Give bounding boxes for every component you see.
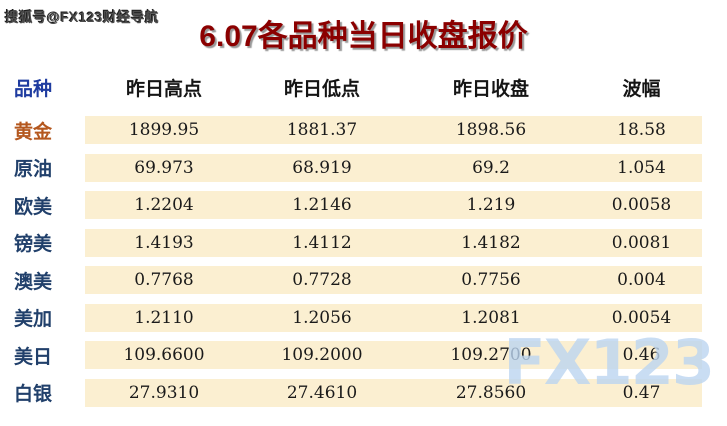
row-band: 1.4193 1.4112 1.4182 0.0081	[85, 228, 702, 257]
price-table: 品种 昨日高点 昨日低点 昨日收盘 波幅 黄金 1899.95 1881.37 …	[0, 72, 727, 416]
cell-prev-close: 109.2700	[450, 345, 532, 365]
cell-prev-high: 109.6600	[123, 345, 205, 365]
cell-prev-low: 109.2000	[281, 345, 363, 365]
cell-range: 0.46	[622, 345, 661, 365]
table-row: 澳美 0.7768 0.7728 0.7756 0.004	[0, 266, 727, 294]
header-prev-low: 昨日低点	[283, 78, 360, 100]
cell-prev-close: 0.7756	[461, 270, 521, 290]
cell-prev-low: 1881.37	[286, 120, 358, 140]
row-band: 27.9310 27.4610 27.8560 0.47	[85, 378, 702, 407]
table-row: 美日 109.6600 109.2000 109.2700 0.46	[0, 341, 727, 369]
cell-prev-close: 27.8560	[455, 382, 527, 403]
cell-prev-low: 1.2146	[292, 195, 352, 215]
cell-prev-low: 0.7728	[292, 270, 352, 290]
top-left-watermark: 搜狐号@FX123财经导航	[5, 10, 159, 25]
row-label: 原油	[14, 159, 53, 180]
table-row: 镑美 1.4193 1.4112 1.4182 0.0081	[0, 228, 727, 257]
cell-range: 0.0081	[611, 232, 672, 253]
cell-prev-high: 1.4193	[134, 232, 194, 253]
cell-prev-low: 1.2056	[292, 307, 352, 328]
row-band: 1.2204 1.2146 1.219 0.0058	[85, 191, 702, 219]
page-title: 6.07各品种当日收盘报价	[199, 20, 528, 53]
row-band: 109.6600 109.2000 109.2700 0.46	[85, 341, 702, 369]
table-header-row: 品种 昨日高点 昨日低点 昨日收盘 波幅	[0, 72, 727, 102]
cell-prev-high: 0.7768	[134, 270, 194, 290]
row-band: 1.2110 1.2056 1.2081 0.0054	[85, 303, 702, 332]
cell-prev-high: 69.973	[134, 157, 194, 178]
cell-prev-low: 27.4610	[286, 382, 358, 403]
row-band: 0.7768 0.7728 0.7756 0.004	[85, 266, 702, 294]
row-label: 白银	[14, 384, 53, 405]
cell-prev-close: 69.2	[472, 157, 510, 178]
cell-range: 18.58	[617, 120, 666, 140]
table-row: 原油 69.973 68.919 69.2 1.054	[0, 153, 727, 182]
row-label: 欧美	[14, 196, 53, 218]
cell-range: 0.47	[622, 382, 661, 403]
row-label: 黄金	[14, 121, 53, 143]
row-label: 美加	[14, 309, 53, 330]
cell-range: 0.0054	[611, 307, 672, 328]
row-band: 69.973 68.919 69.2 1.054	[85, 153, 702, 182]
cell-prev-high: 1.2110	[134, 307, 194, 328]
header-prev-close: 昨日收盘	[452, 78, 529, 100]
table-row: 白银 27.9310 27.4610 27.8560 0.47	[0, 378, 727, 407]
cell-prev-high: 1.2204	[134, 195, 194, 215]
cell-prev-high: 27.9310	[128, 382, 200, 403]
cell-prev-close: 1.219	[466, 195, 516, 215]
cell-prev-low: 1.4112	[292, 232, 352, 253]
header-prev-high: 昨日高点	[125, 78, 202, 100]
table-row: 欧美 1.2204 1.2146 1.219 0.0058	[0, 191, 727, 219]
cell-prev-close: 1898.56	[455, 120, 527, 140]
cell-range: 1.054	[617, 157, 666, 178]
cell-prev-close: 1.4182	[461, 232, 521, 253]
cell-prev-high: 1899.95	[128, 120, 200, 140]
table-rows: 黄金 1899.95 1881.37 1898.56 18.58 原油 69.9…	[0, 116, 727, 407]
row-band: 1899.95 1881.37 1898.56 18.58	[85, 116, 702, 144]
cell-range: 0.0058	[611, 195, 672, 215]
cell-prev-close: 1.2081	[461, 307, 521, 328]
table-row: 美加 1.2110 1.2056 1.2081 0.0054	[0, 303, 727, 332]
cell-range: 0.004	[617, 270, 666, 290]
row-label: 镑美	[14, 234, 53, 255]
header-cells: 昨日高点 昨日低点 昨日收盘 波幅	[85, 74, 702, 101]
row-label: 澳美	[14, 271, 53, 293]
table-row: 黄金 1899.95 1881.37 1898.56 18.58	[0, 116, 727, 144]
header-instrument: 品种	[14, 78, 53, 100]
row-label: 美日	[14, 346, 53, 368]
cell-prev-low: 68.919	[292, 157, 352, 178]
header-range: 波幅	[622, 78, 661, 100]
